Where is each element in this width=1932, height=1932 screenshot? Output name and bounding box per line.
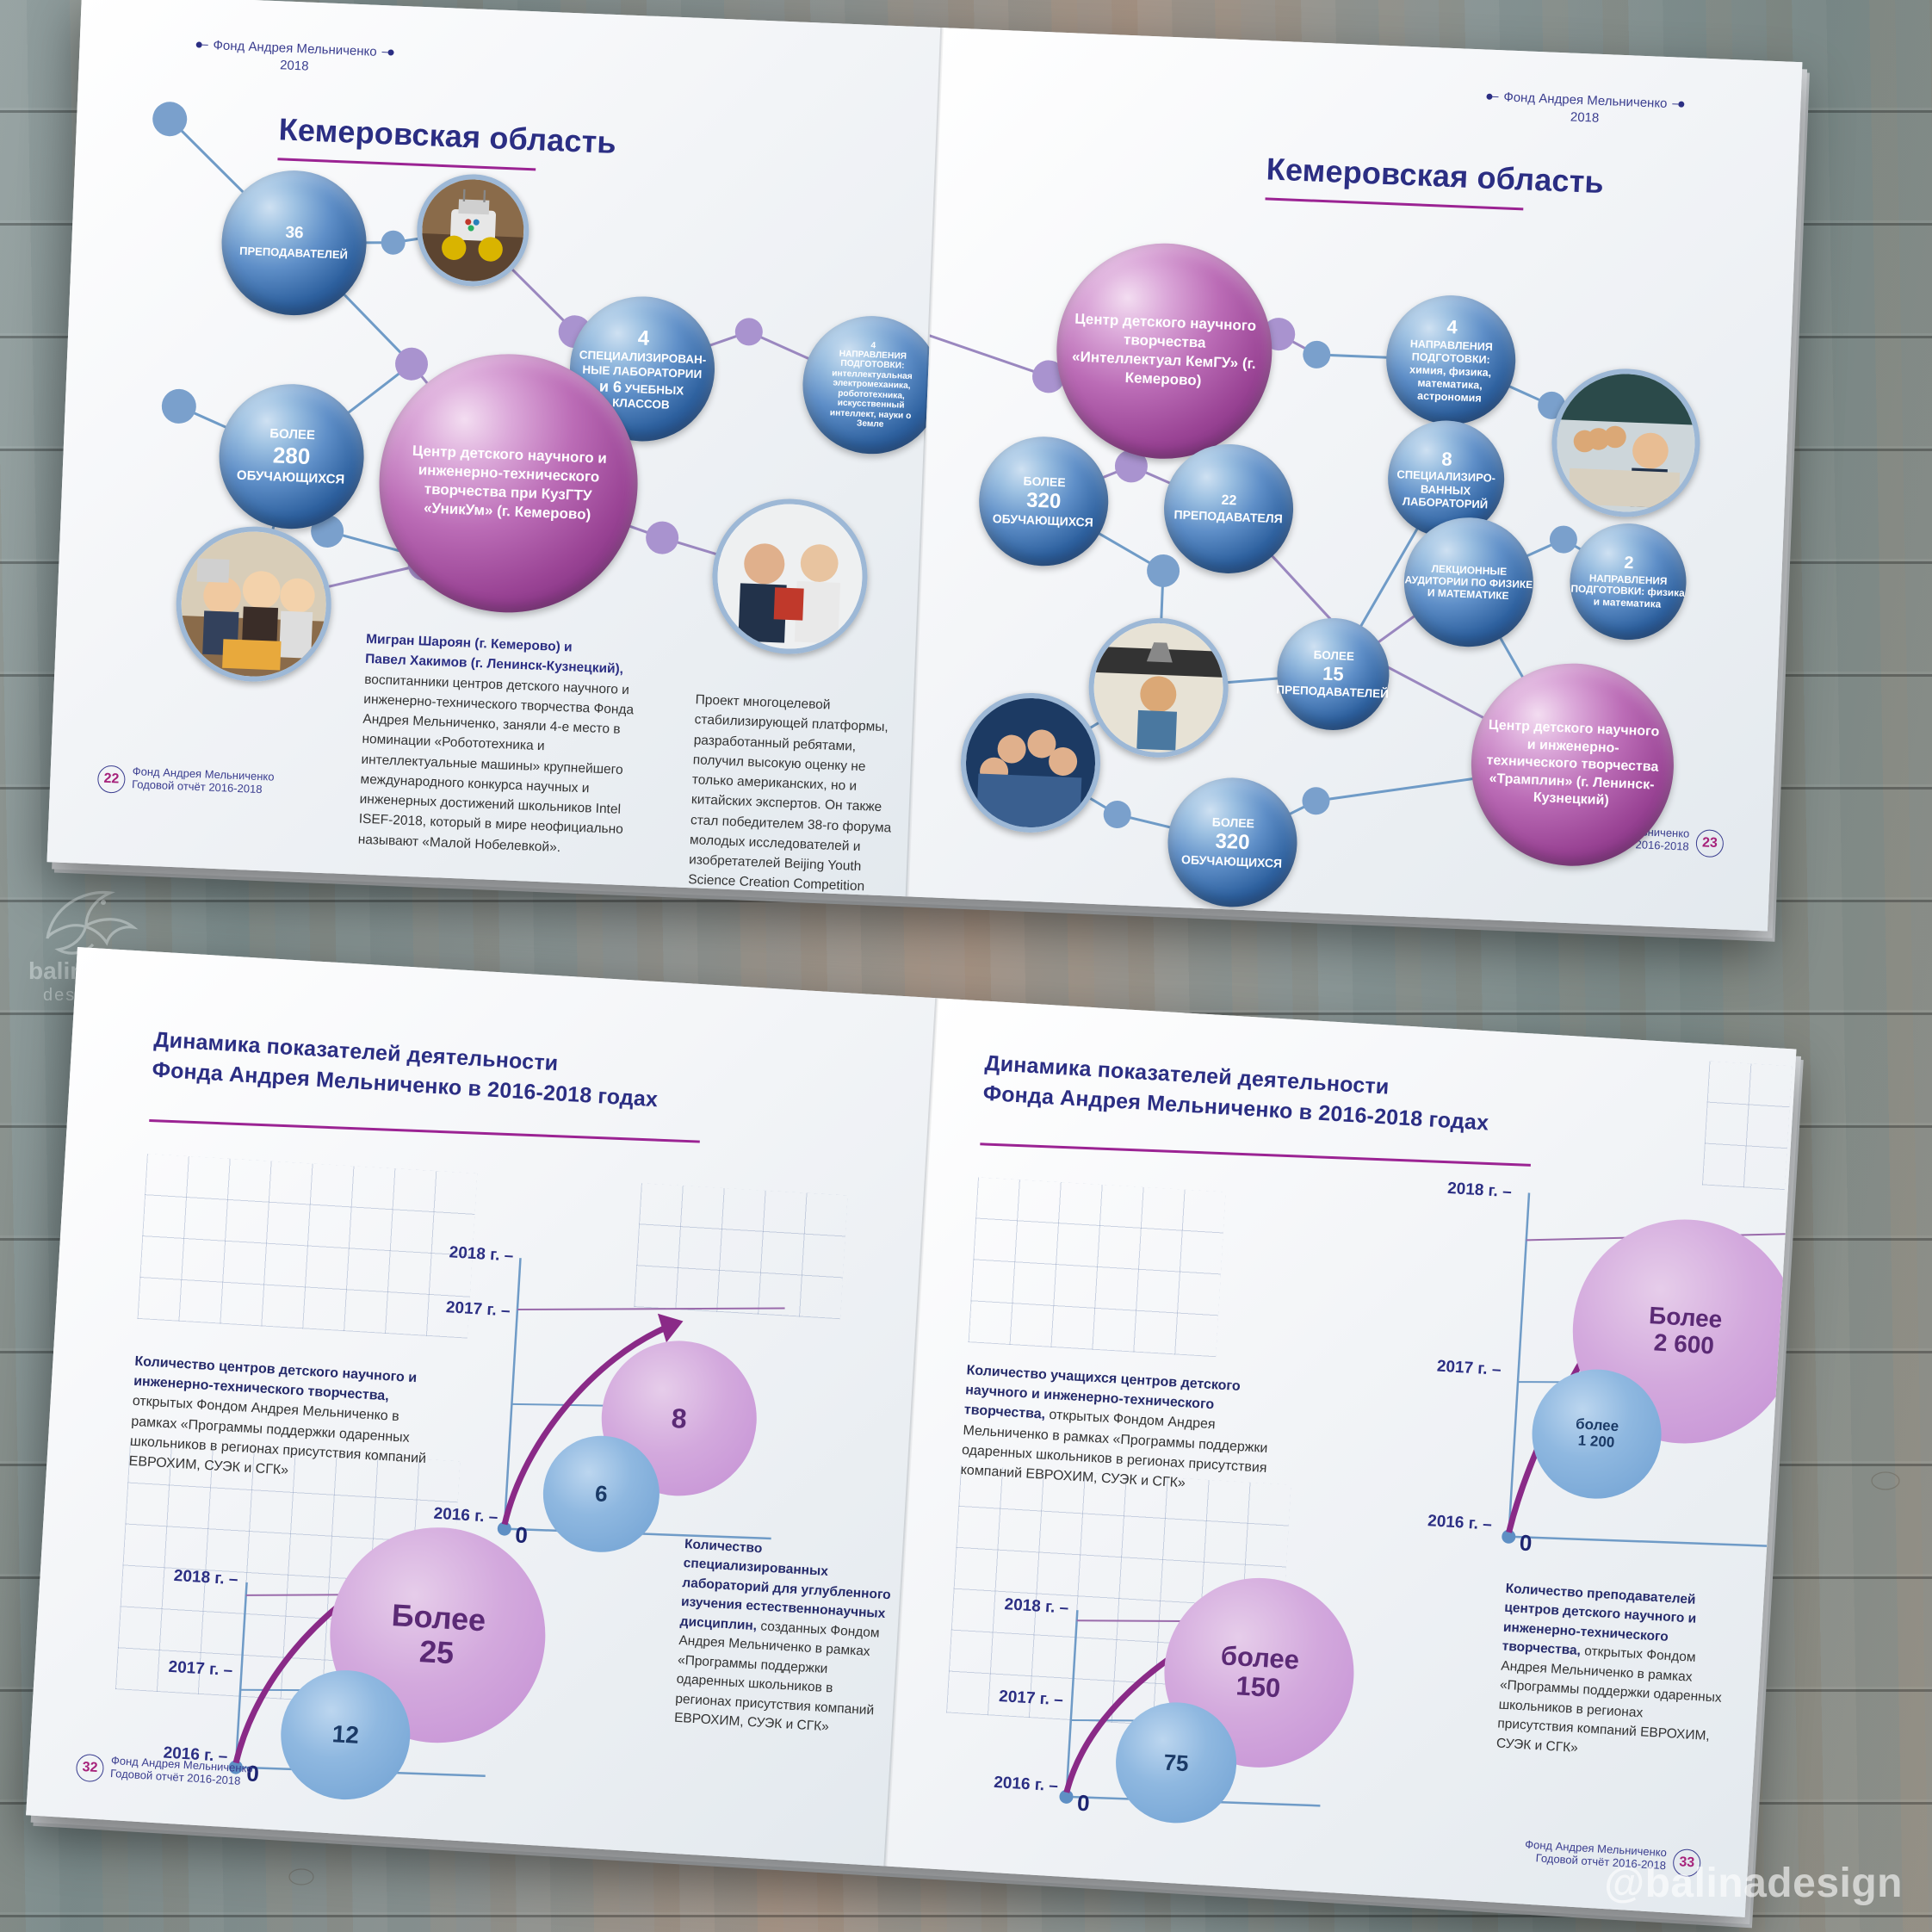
svg-text:0: 0 — [1076, 1790, 1090, 1817]
